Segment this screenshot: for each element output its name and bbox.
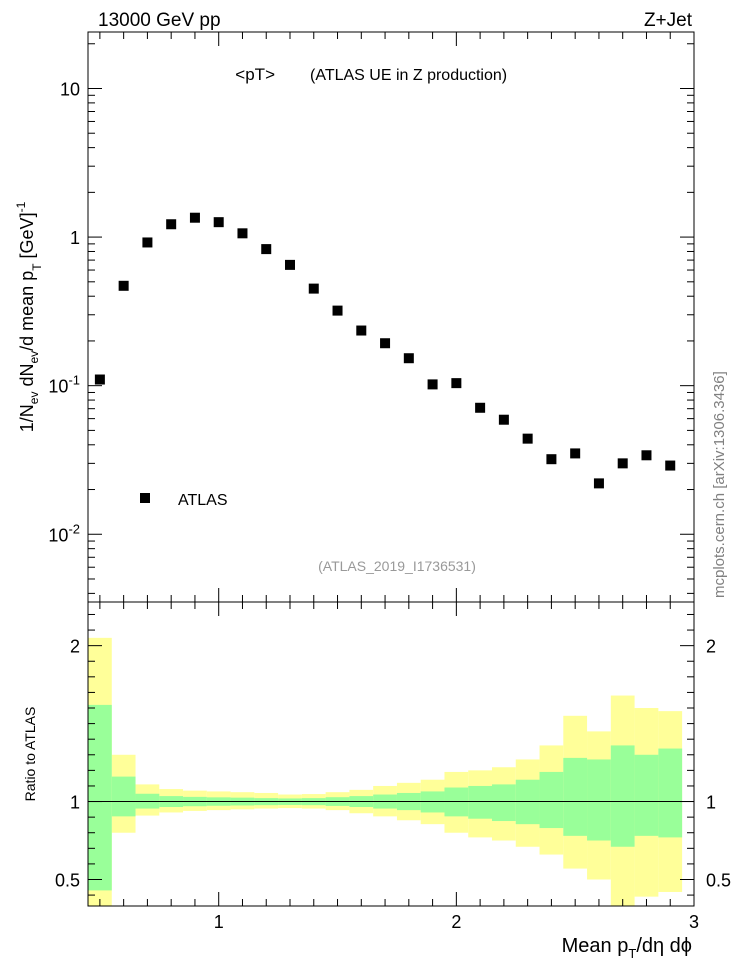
ratio-y-tick-labels: 0.5 0.5 1 1 2 2 <box>55 637 731 891</box>
ratio-x-tick-label: 2 <box>451 912 461 932</box>
x-axis-label: Mean pT/dη dϕ <box>562 935 692 961</box>
main-y-axis-label: 1/Nev dNev/d mean pT [GeV]-1 <box>14 201 44 432</box>
main-y-tick-label: 10-1 <box>48 373 80 397</box>
data-point <box>617 458 628 469</box>
main-y-tick-label: 1 <box>70 228 80 248</box>
uncertainty-band-inner <box>88 704 112 891</box>
data-point <box>261 244 272 255</box>
data-point <box>570 448 581 459</box>
main-y-tick-labels: 10 1 10-1 10-2 <box>48 79 80 545</box>
uncertainty-band-inner <box>539 771 564 829</box>
data-point <box>308 283 319 294</box>
data-point <box>451 378 462 389</box>
ratio-axis-ticks <box>88 602 695 906</box>
chart-title: <pT> <box>235 65 275 84</box>
ratio-y-tick-label-right: 1 <box>706 793 716 813</box>
data-point <box>641 450 652 461</box>
ratio-y-tick-label-right: 2 <box>706 637 716 657</box>
uncertainty-band-inner <box>587 759 611 841</box>
chart-subtitle: (ATLAS UE in Z production) <box>310 67 507 84</box>
main-y-tick-label: 10 <box>60 79 80 99</box>
data-point <box>380 338 391 349</box>
data-point <box>356 325 367 336</box>
data-point <box>427 379 438 390</box>
uncertainty-band-inner <box>492 784 516 822</box>
uncertainty-band-inner <box>468 785 492 819</box>
data-point <box>285 259 295 270</box>
ratio-x-tick-labels: 1 2 3 <box>214 912 699 932</box>
data-point <box>189 212 200 223</box>
ratio-x-tick-label: 3 <box>689 912 699 932</box>
ratio-bands <box>88 637 683 906</box>
data-point <box>94 374 105 385</box>
main-plot-frame <box>87 31 695 603</box>
ratio-x-tick-label: 1 <box>214 912 224 932</box>
header-process-label: Z+Jet <box>644 10 693 31</box>
uncertainty-band-inner <box>658 748 683 838</box>
data-point <box>522 433 533 444</box>
uncertainty-band-inner <box>634 754 659 836</box>
uncertainty-band-inner <box>610 745 635 847</box>
main-axis-ticks <box>88 32 695 602</box>
side-source-label: mcplots.cern.ch [arXiv:1306.3436] <box>711 371 728 598</box>
ratio-y-tick-label-left: 0.5 <box>55 870 80 890</box>
data-point <box>237 228 248 239</box>
ratio-y-tick-label-left: 2 <box>70 637 80 657</box>
uncertainty-band-inner <box>111 776 136 817</box>
header-energy-label: 13000 GeV pp <box>98 10 221 31</box>
main-y-tick-label: 10-2 <box>48 521 80 545</box>
data-point <box>593 478 604 489</box>
ratio-y-axis-label: Ratio to ATLAS <box>22 707 38 802</box>
data-point <box>142 237 153 248</box>
ratio-y-tick-label-right: 0.5 <box>706 870 731 890</box>
legend: ATLAS <box>140 492 228 509</box>
ratio-plot-frame <box>87 601 695 907</box>
analysis-id-label: (ATLAS_2019_I1736531) <box>318 558 476 574</box>
legend-marker-atlas <box>140 493 150 503</box>
legend-label-atlas: ATLAS <box>178 492 228 509</box>
data-point <box>332 305 343 316</box>
main-data-markers <box>94 212 676 489</box>
ratio-plot: 0.5 0.5 1 1 2 2 1 2 3 Ratio to ATLAS Mean pT/dη… <box>22 601 731 961</box>
uncertainty-band-inner <box>563 757 588 836</box>
data-point <box>665 460 676 471</box>
data-point <box>403 353 414 364</box>
data-point <box>475 402 486 413</box>
data-point <box>166 219 177 230</box>
chart-title-text: <pT> <box>235 65 275 84</box>
data-point <box>498 414 509 425</box>
data-point <box>118 280 129 291</box>
data-point <box>546 454 557 465</box>
main-plot: 10 1 10-1 10-2 <pT> (ATLAS UE in Z producti… <box>14 31 695 603</box>
data-point <box>213 217 224 228</box>
ratio-y-tick-label-left: 1 <box>70 793 80 813</box>
